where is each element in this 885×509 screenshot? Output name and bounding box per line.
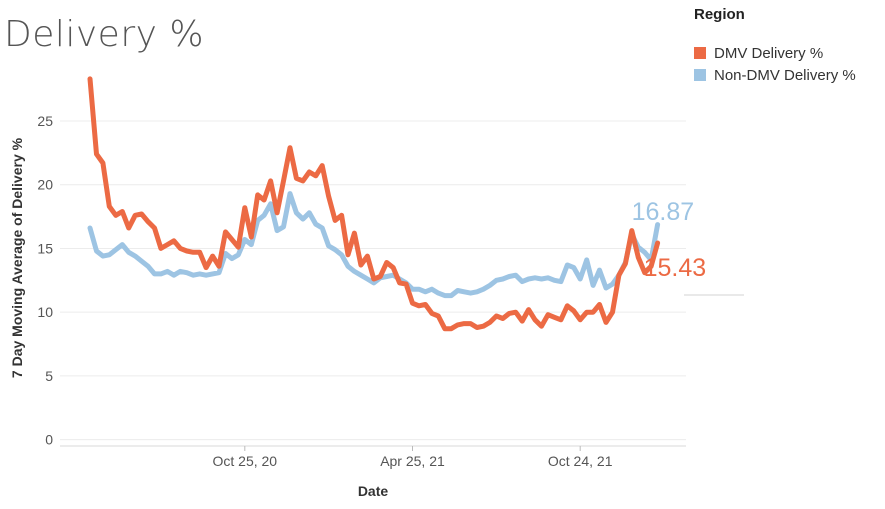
x-axis-label: Date: [358, 483, 389, 499]
series-line-non-dmv[interactable]: [87, 191, 661, 299]
gridlines: [60, 120, 686, 451]
x-tick-label: Oct 24, 21: [548, 453, 613, 469]
y-tick-label: 15: [37, 240, 53, 256]
legend-swatch-non-dmv: [694, 69, 706, 81]
y-tick-label: 10: [37, 304, 53, 320]
legend-item-dmv[interactable]: DMV Delivery %: [694, 42, 856, 64]
series-line-dmv[interactable]: [87, 76, 661, 332]
legend-title: Region: [694, 6, 745, 23]
end-labels: 15.43 16.87: [632, 198, 707, 282]
end-label-dmv: 15.43: [644, 254, 707, 282]
legend-swatch-dmv: [694, 47, 706, 59]
x-tick-label: Apr 25, 21: [380, 453, 445, 469]
end-label-non-dmv: 16.87: [632, 198, 695, 226]
legend: Region DMV Delivery % Non-DMV Delivery %: [694, 6, 856, 86]
x-tick-label: Oct 25, 20: [213, 453, 278, 469]
y-tick-labels: 0 5 10 15 20 25: [37, 113, 53, 448]
series-lines: [87, 76, 661, 332]
x-tick-labels: Oct 25, 20 Apr 25, 21 Oct 24, 21: [213, 453, 613, 469]
legend-label-non-dmv: Non-DMV Delivery %: [714, 66, 856, 84]
legend-label-dmv: DMV Delivery %: [714, 44, 824, 62]
chart-title: Delivery %: [4, 14, 205, 55]
y-axis-label: 7 Day Moving Average of Delivery %: [9, 137, 25, 378]
y-tick-label: 0: [45, 432, 53, 448]
y-tick-label: 25: [37, 113, 53, 129]
y-tick-label: 5: [45, 368, 53, 384]
y-tick-label: 20: [37, 177, 53, 193]
legend-item-non-dmv[interactable]: Non-DMV Delivery %: [694, 64, 856, 86]
